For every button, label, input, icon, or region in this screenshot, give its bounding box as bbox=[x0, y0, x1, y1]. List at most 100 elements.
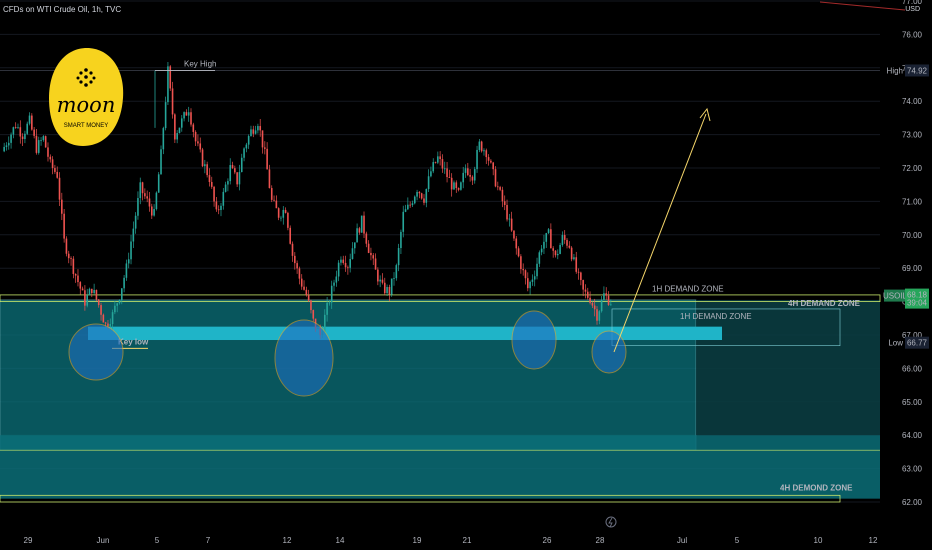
candle-body bbox=[517, 248, 520, 257]
candle-body bbox=[3, 146, 5, 152]
candle-body bbox=[164, 102, 167, 129]
candle-body bbox=[120, 288, 123, 300]
candle-body bbox=[561, 235, 564, 245]
candle-body bbox=[388, 286, 391, 295]
candle-body bbox=[127, 259, 130, 264]
candle-body bbox=[513, 230, 515, 239]
touch-circle bbox=[274, 319, 334, 397]
candle-body bbox=[409, 204, 411, 206]
candle-body bbox=[137, 198, 139, 216]
overlay-annotations: Key High Key low 1H DEMAND ZONE 1H DEMAND Z… bbox=[0, 1, 906, 492]
candle-body bbox=[300, 278, 303, 287]
candle-body bbox=[21, 136, 24, 140]
candle-body bbox=[116, 303, 118, 306]
candle-body bbox=[213, 186, 215, 202]
zone-4h-main bbox=[0, 299, 697, 451]
candle-body bbox=[58, 177, 61, 200]
candle-body bbox=[515, 238, 518, 249]
price-tick: 67.00 bbox=[902, 331, 923, 340]
candle-body bbox=[144, 193, 146, 197]
candle-body bbox=[104, 322, 107, 324]
candle-body bbox=[65, 238, 68, 254]
candle-body bbox=[206, 164, 208, 176]
candle-body bbox=[478, 141, 481, 150]
candle-body bbox=[208, 175, 211, 183]
candle-body bbox=[157, 174, 160, 193]
candle-body bbox=[552, 248, 554, 251]
price-tick: 64.00 bbox=[902, 431, 923, 440]
candle-body bbox=[134, 215, 137, 229]
candle-body bbox=[575, 257, 578, 272]
candle-body bbox=[413, 196, 416, 204]
time-tick: 12 bbox=[283, 536, 292, 545]
candle-body bbox=[370, 252, 372, 256]
candle-body bbox=[160, 149, 162, 175]
touch-circle bbox=[511, 310, 557, 370]
candle-body bbox=[358, 228, 361, 233]
candle-body bbox=[533, 276, 536, 280]
candle-body bbox=[603, 293, 605, 300]
candle-body bbox=[520, 256, 522, 270]
candle-body bbox=[243, 148, 245, 158]
candle-body bbox=[100, 305, 102, 315]
candle-body bbox=[174, 114, 176, 140]
candle-body bbox=[395, 265, 398, 279]
candle-body bbox=[363, 215, 365, 234]
candle-body bbox=[589, 297, 591, 303]
candle-body bbox=[277, 208, 280, 218]
candle-body bbox=[559, 244, 561, 254]
candle-body bbox=[150, 206, 153, 216]
candle-body bbox=[337, 262, 340, 277]
high-tag-value: 74.92 bbox=[907, 66, 928, 75]
candle-body bbox=[453, 182, 455, 190]
candle-body bbox=[268, 169, 271, 189]
flash-icon bbox=[605, 516, 617, 528]
candle-body bbox=[610, 304, 612, 306]
candle-body bbox=[312, 310, 315, 319]
candle-body bbox=[240, 157, 243, 173]
candle-body bbox=[418, 191, 421, 194]
moon-smart-money-logo: moon SMART MONEY bbox=[49, 48, 124, 146]
candle-body bbox=[584, 289, 587, 292]
candle-body bbox=[550, 229, 552, 249]
candle-body bbox=[377, 269, 379, 282]
candle-body bbox=[593, 305, 596, 310]
candle-body bbox=[180, 118, 183, 128]
candle-body bbox=[367, 243, 370, 253]
candle-body bbox=[566, 239, 568, 246]
candle-body bbox=[455, 182, 458, 189]
candle-body bbox=[598, 311, 601, 321]
candle-body bbox=[529, 281, 531, 289]
zone-1h-top-label: 1H DEMAND ZONE bbox=[652, 284, 724, 293]
candle-body bbox=[457, 188, 460, 190]
candle-body bbox=[404, 209, 407, 212]
candle-body bbox=[187, 112, 190, 116]
candle-body bbox=[467, 168, 469, 175]
candle-body bbox=[194, 131, 197, 142]
candle-body bbox=[40, 140, 42, 141]
demand-zones bbox=[0, 294, 881, 503]
candle-body bbox=[600, 299, 603, 312]
zone-1h-inner-label: 1H DEMAND ZONE bbox=[680, 312, 752, 321]
candle-body bbox=[49, 156, 52, 160]
candle-body bbox=[305, 289, 308, 295]
candle-body bbox=[437, 156, 439, 163]
candle-body bbox=[148, 198, 151, 207]
candle-body bbox=[88, 288, 91, 296]
price-tick: 70.00 bbox=[902, 231, 923, 240]
candle-body bbox=[353, 242, 356, 249]
candle-body bbox=[446, 168, 448, 178]
price-tick: 74.00 bbox=[902, 97, 923, 106]
candle-body bbox=[563, 235, 566, 240]
candle-body bbox=[499, 187, 501, 190]
candle-body bbox=[439, 156, 441, 160]
time-tick: 7 bbox=[206, 536, 211, 545]
low-tag-value: 66.77 bbox=[907, 339, 928, 348]
candle-body bbox=[605, 293, 608, 296]
candle-body bbox=[141, 182, 144, 194]
high-tag-box bbox=[905, 64, 929, 77]
candle-body bbox=[476, 149, 478, 170]
candle-body bbox=[178, 127, 181, 134]
candle-body bbox=[84, 290, 86, 306]
